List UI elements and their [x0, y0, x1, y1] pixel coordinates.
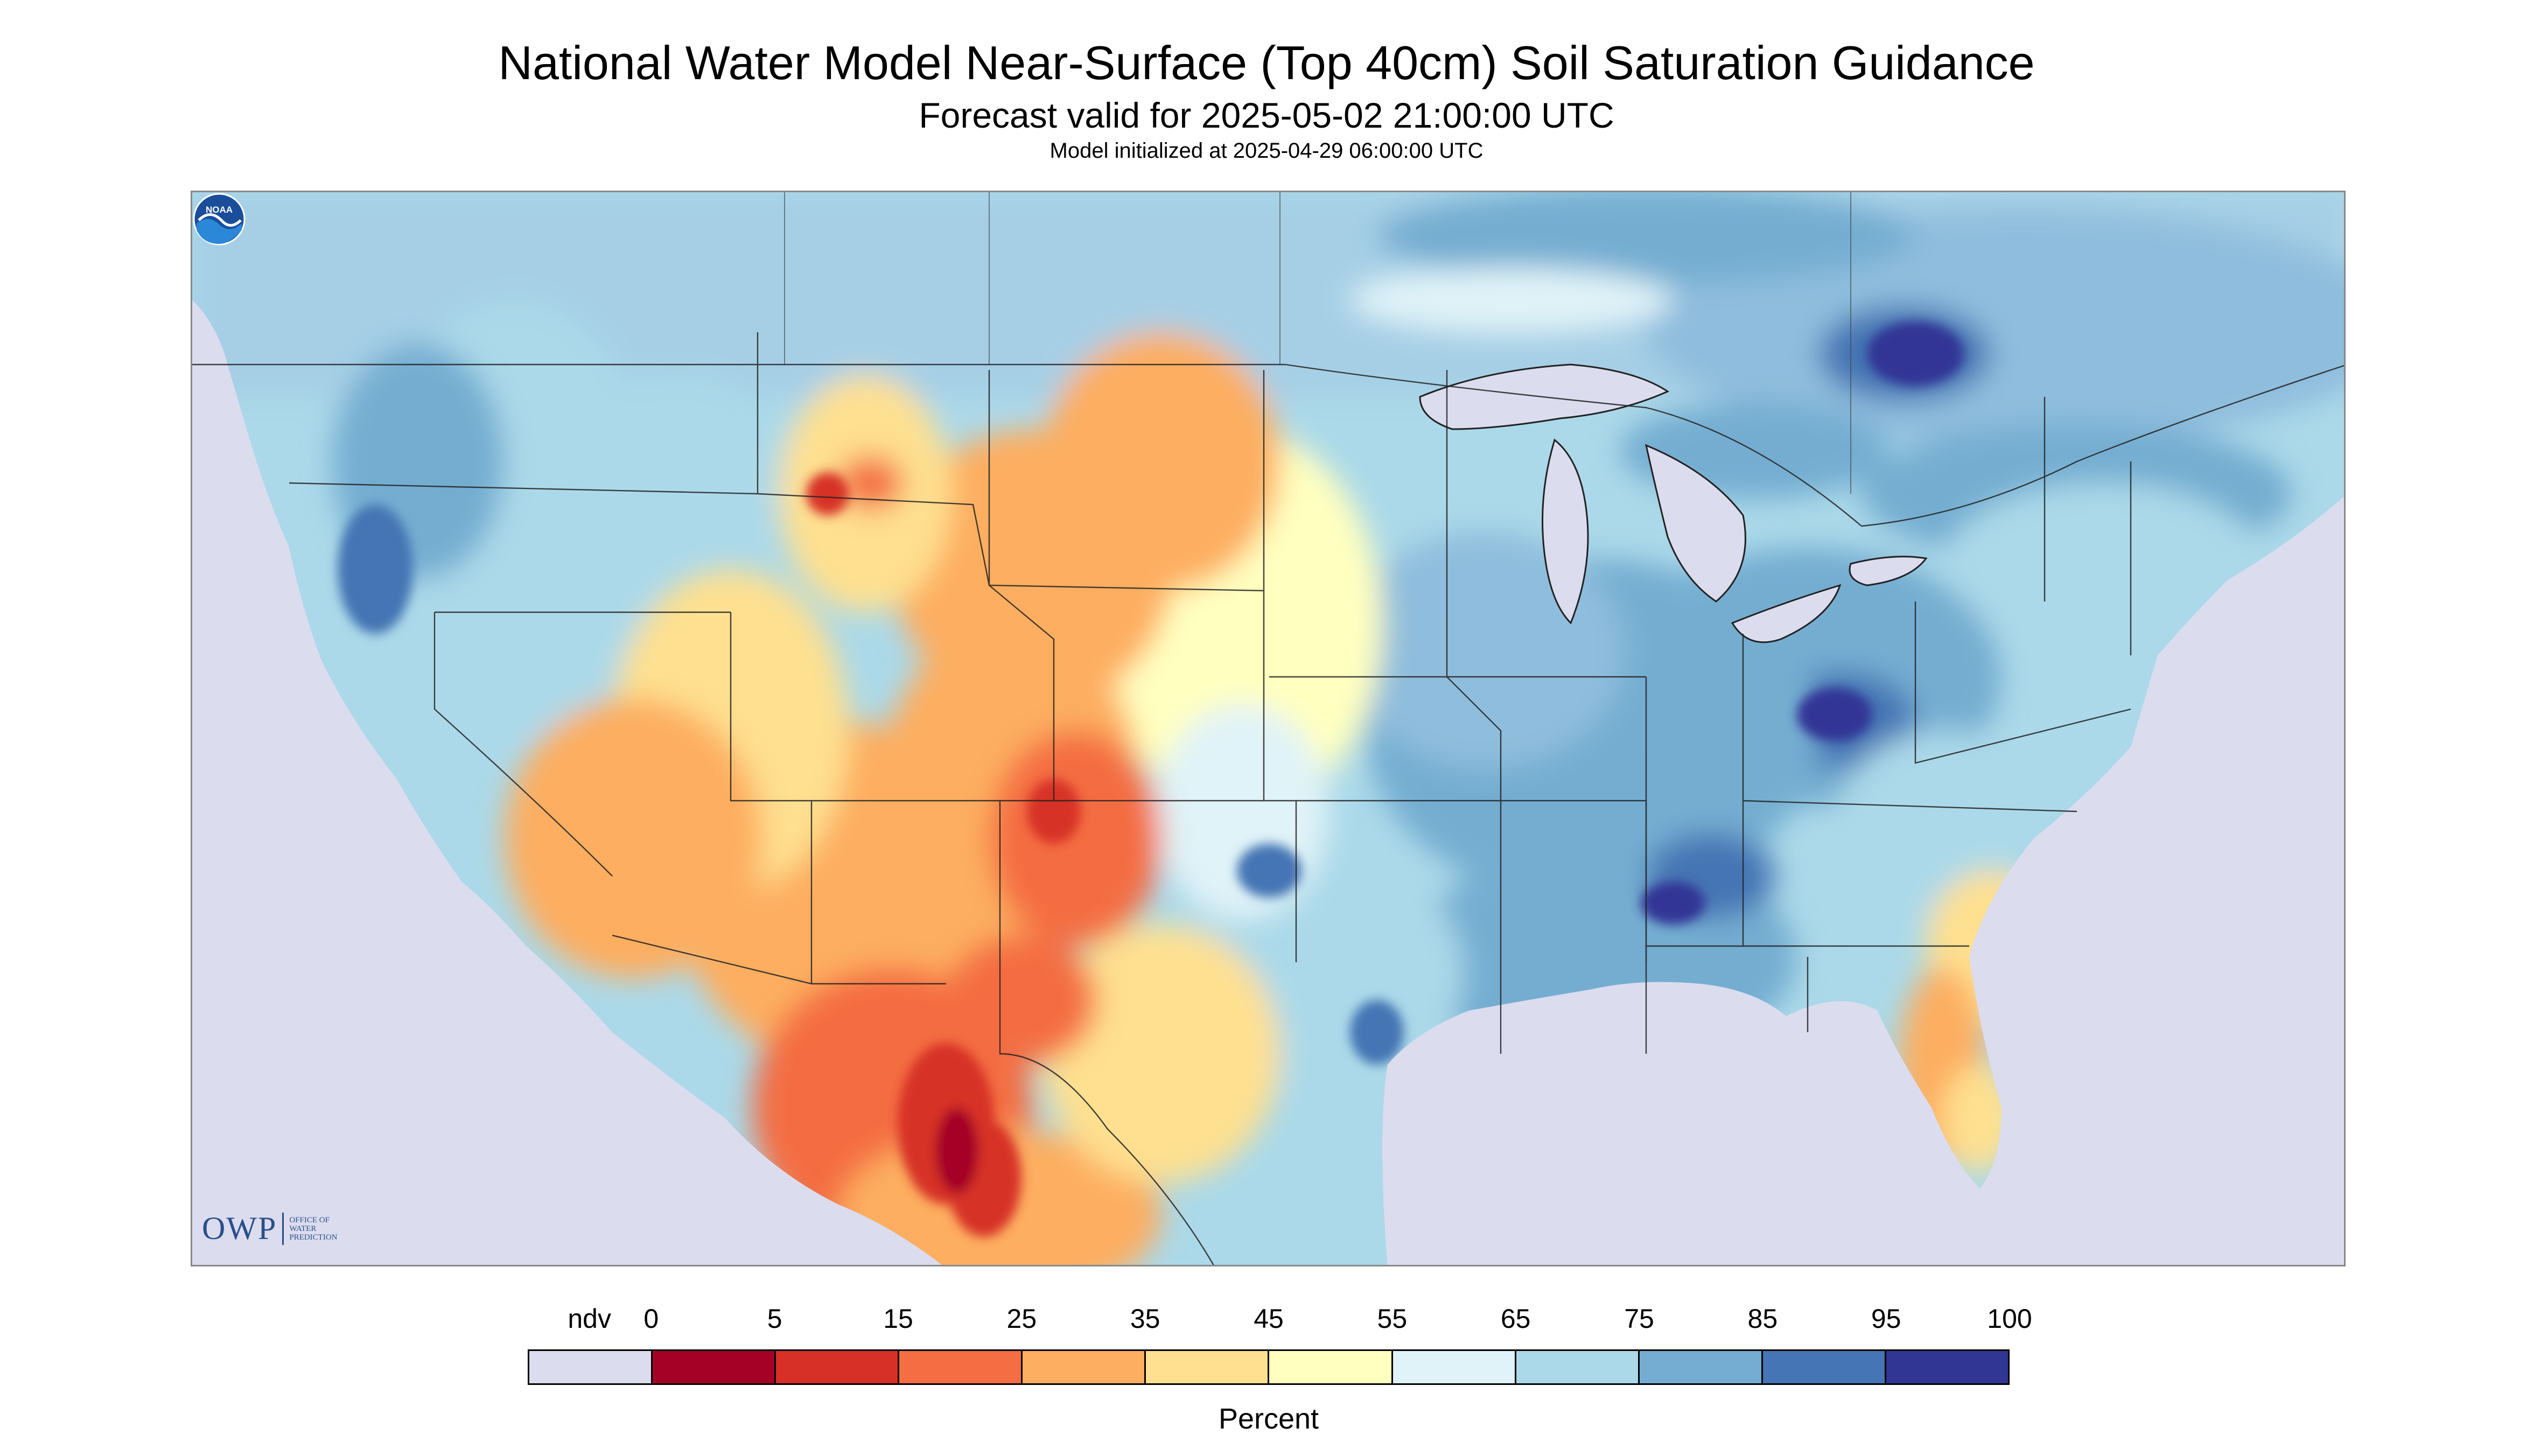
legend-unit-label: Percent [1218, 1403, 1319, 1435]
legend-tick-label: 100 [1987, 1304, 2032, 1334]
legend-tick-label: 15 [883, 1304, 913, 1334]
map-canvas [192, 192, 2344, 1265]
soil-saturation-map: OWP OFFICE OF WATER PREDICTION NOAA [191, 191, 2346, 1266]
owp-logo: OWP OFFICE OF WATER PREDICTION [202, 1210, 338, 1247]
legend-tick-label: 75 [1624, 1304, 1654, 1334]
legend-tick-label: 65 [1500, 1304, 1531, 1334]
owp-logo-divider [282, 1212, 284, 1245]
legend-tick-label: 25 [1006, 1304, 1037, 1334]
state-boundaries [192, 332, 2344, 1265]
legend-color-bar [528, 1349, 2010, 1385]
legend-tick-label: 85 [1747, 1304, 1778, 1334]
owp-logo-subtitle: OFFICE OF WATER PREDICTION [289, 1216, 337, 1242]
legend-tick-label: 45 [1254, 1304, 1284, 1334]
legend-swatch [1146, 1351, 1270, 1383]
legend-tick-label: 95 [1871, 1304, 1901, 1334]
legend-tick-label: 5 [767, 1304, 782, 1334]
legend-swatch [529, 1351, 653, 1383]
legend-swatch [1886, 1351, 2008, 1383]
noaa-logo: NOAA [193, 193, 246, 246]
noaa-logo-text: NOAA [206, 205, 233, 215]
legend-tick-label: 35 [1130, 1304, 1160, 1334]
lake-ontario [1849, 556, 1928, 586]
legend: ndv 0 5 15 25 35 45 55 65 75 85 95 100 Percent [528, 1303, 2032, 1443]
province-boundaries [784, 192, 1851, 494]
lake-huron [1645, 444, 1746, 603]
earth-edge-right [1998, 484, 2344, 1265]
legend-tick-label: ndv [568, 1304, 611, 1334]
owp-sub-line-3: PREDICTION [289, 1233, 338, 1242]
legend-swatch [1762, 1351, 1886, 1383]
owp-logo-text: OWP [202, 1210, 277, 1246]
lake-michigan [1542, 438, 1589, 625]
legend-swatch [1639, 1351, 1763, 1383]
legend-swatch [776, 1351, 900, 1383]
legend-swatch [1393, 1351, 1516, 1383]
earth-edge-left [192, 575, 472, 1265]
legend-swatch [899, 1351, 1023, 1383]
lake-erie [1731, 584, 1842, 643]
owp-sub-line-1: OFFICE OF [289, 1215, 330, 1224]
legend-swatch [1269, 1351, 1393, 1383]
legend-tick-label: 55 [1377, 1304, 1408, 1334]
legend-swatch [1516, 1351, 1640, 1383]
legend-tick-label: 0 [643, 1304, 659, 1334]
legend-swatch [653, 1351, 776, 1383]
legend-swatch [1023, 1351, 1146, 1383]
forecast-valid-subtitle: Forecast valid for 2025-05-02 21:00:00 U… [919, 95, 1614, 135]
model-init-subtitle: Model initialized at 2025-04-29 06:00:00… [1049, 139, 1484, 163]
map-title: National Water Model Near-Surface (Top 4… [498, 36, 2035, 89]
owp-sub-line-2: WATER [289, 1224, 317, 1233]
